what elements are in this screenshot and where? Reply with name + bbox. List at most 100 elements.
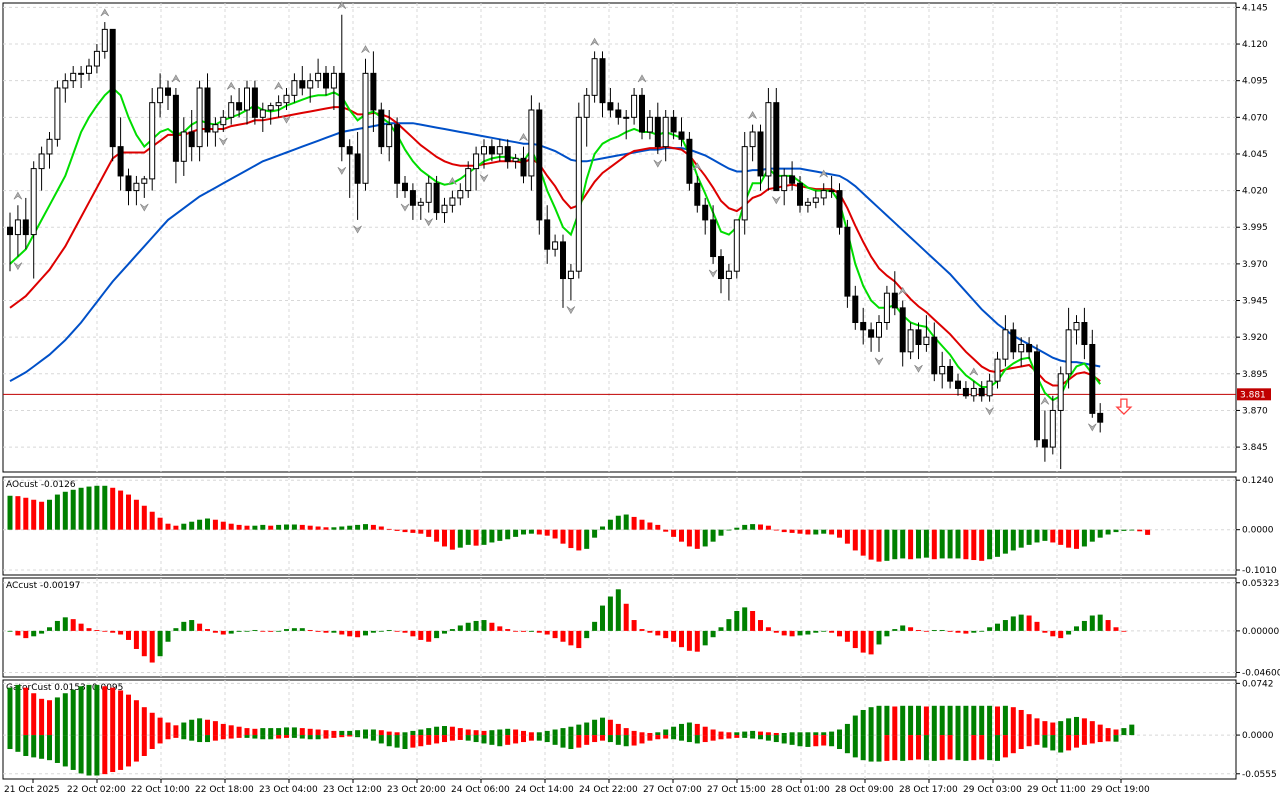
candle: [955, 373, 961, 396]
ao-bar: [7, 495, 13, 530]
ao-bar: [560, 529, 566, 544]
ac-bar: [1050, 630, 1056, 637]
gator-upper-bar: [868, 707, 874, 736]
candle-body: [338, 72, 345, 148]
gator-lower-bar: [141, 735, 147, 756]
candle-body: [1081, 322, 1088, 345]
ao-bar: [955, 529, 961, 559]
ao-bar: [1050, 529, 1056, 543]
candle-body: [1097, 412, 1104, 423]
ac-bar: [931, 629, 937, 631]
gator-lower-bar: [339, 735, 345, 738]
candle: [133, 175, 140, 206]
fractal-down-icon: [708, 269, 718, 278]
gator-lower-bar: [513, 735, 519, 744]
candle: [765, 88, 772, 191]
candle-body: [891, 292, 898, 309]
gator-upper-bar: [299, 728, 305, 736]
fractal-up-icon: [693, 162, 702, 171]
candle: [117, 117, 124, 191]
ao-bar: [781, 529, 787, 533]
gator-lower-bar: [544, 735, 550, 743]
ao-bar: [363, 524, 368, 530]
candle-body: [781, 175, 788, 192]
candle-body: [733, 219, 740, 272]
signal-down-arrow-icon: [1115, 398, 1133, 416]
ao-bar: [789, 529, 795, 533]
ac-bar: [23, 630, 29, 639]
ac-bar: [947, 630, 953, 632]
gator-upper-bar: [118, 690, 124, 736]
fractal-up-icon: [819, 169, 828, 178]
gator-lower-bar: [521, 735, 526, 743]
gator-lower-bar: [931, 735, 937, 761]
gator-lower-bar: [789, 735, 795, 745]
ao-bar: [386, 528, 392, 530]
candle-body: [283, 94, 290, 104]
ac-bar: [54, 620, 60, 631]
candle-body: [725, 270, 732, 280]
gator-upper-bar: [837, 729, 842, 736]
ac-bar: [442, 630, 447, 634]
candle: [1026, 337, 1033, 360]
fractal-up-icon: [100, 8, 110, 17]
gator-lower-bar: [536, 735, 542, 741]
candle: [236, 88, 243, 118]
candle: [820, 183, 827, 206]
ao-bar: [410, 529, 416, 533]
ac-bar: [979, 630, 985, 632]
candle-body: [101, 28, 108, 52]
candle: [386, 109, 393, 162]
candle-body: [465, 168, 472, 192]
ac-bar: [228, 630, 234, 634]
candle: [694, 175, 701, 213]
gator-upper-bar: [584, 722, 590, 736]
ao-bar: [544, 529, 550, 536]
candle-body: [236, 102, 243, 111]
candle: [1097, 403, 1104, 433]
candle: [1081, 307, 1088, 360]
fractal-down-icon: [219, 137, 228, 146]
candle-body: [125, 175, 132, 192]
ac-bar: [1026, 615, 1032, 631]
gator-lower-bar: [39, 735, 45, 759]
candle: [789, 161, 796, 191]
gator-lower-bar: [1018, 735, 1024, 750]
gator-upper-bar: [370, 729, 376, 736]
gator-lower-bar: [868, 735, 874, 762]
gator-lower-bar: [402, 735, 408, 750]
gator-label: GatorCust 0.0153 -0.0095: [6, 683, 123, 693]
candle: [978, 381, 985, 402]
gator-upper-bar: [236, 726, 242, 736]
fractal-down-icon: [479, 174, 489, 183]
ao-bar: [157, 517, 163, 530]
gator-lower-bar: [781, 735, 787, 744]
ac-bar: [536, 630, 542, 633]
candle: [165, 80, 171, 110]
gator-upper-bar: [600, 717, 605, 736]
ao-bar: [307, 525, 313, 530]
candle-body: [718, 256, 724, 280]
gator-upper-bar: [1026, 714, 1032, 736]
candle: [670, 109, 677, 140]
ao-bar: [900, 529, 906, 559]
candle: [631, 88, 638, 125]
ac-axis-tick-label: 0.05323: [1242, 579, 1279, 589]
gator-upper-bar: [963, 705, 969, 736]
candle: [844, 219, 851, 308]
gator-lower-bar: [702, 735, 708, 743]
gator-upper-bar: [663, 729, 669, 736]
gator-upper-bar: [1002, 705, 1008, 736]
candle-body: [710, 219, 717, 258]
ao-bar: [118, 490, 124, 530]
candle-body: [449, 197, 456, 206]
candle: [433, 175, 440, 220]
candle-body: [560, 241, 566, 280]
candle: [891, 271, 898, 316]
ao-bar: [931, 529, 937, 560]
candle: [78, 66, 85, 89]
ao-bar: [758, 524, 763, 530]
candle: [1002, 315, 1009, 367]
